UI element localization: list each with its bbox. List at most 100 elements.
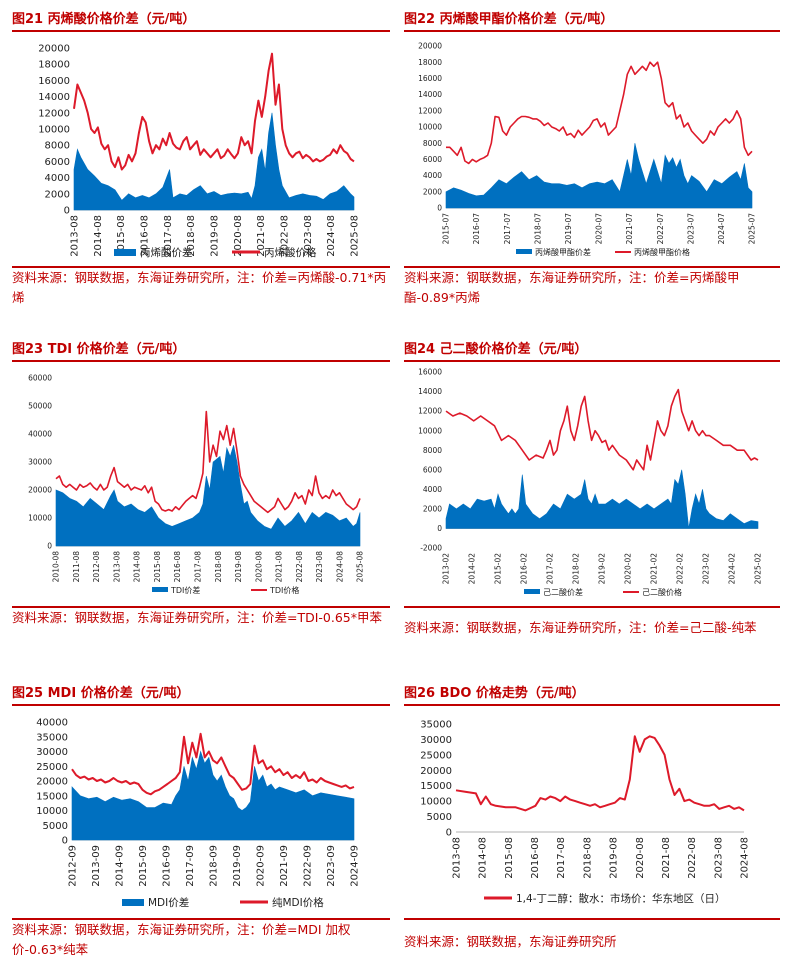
y-tick-label: 6000: [45, 157, 70, 168]
x-tick-label: 2022-09: [303, 845, 314, 887]
y-tick-label: 16000: [418, 368, 442, 377]
chart-panel-fig24: 图24 己二酸价格价差（元/吨） -2000 0 2000 4000 6000 8000 1…: [404, 338, 780, 658]
x-tick-label: 2022-02: [676, 553, 685, 585]
x-tick-label: 2016-09: [162, 845, 173, 887]
chart-title: 图23 TDI 价格价差（元/吨）: [12, 342, 186, 357]
x-tick-label: 2018-08: [186, 215, 197, 257]
x-tick-label: 2015-02: [494, 553, 503, 585]
legend-swatch-area: [516, 249, 532, 254]
title-rule: [12, 704, 390, 706]
y-tick-label: 10000: [28, 514, 52, 523]
x-tick-label: 2025-02: [754, 553, 763, 585]
legend-label: 己二酸价差: [543, 587, 583, 597]
y-tick-label: 6000: [423, 155, 442, 164]
y-tick-label: 40000: [36, 718, 68, 729]
series-line-1: [55, 410, 361, 514]
y-tick-label: 0: [437, 204, 442, 213]
y-tick-label: 8000: [45, 141, 70, 152]
x-tick-label: 2015-09: [138, 845, 149, 887]
x-tick-label: 2023-08: [315, 551, 324, 583]
title-rule: [404, 704, 780, 706]
y-tick-label: 0: [47, 542, 52, 551]
x-tick-label: 2011-08: [72, 551, 81, 583]
x-tick-label: 2018-09: [209, 845, 220, 887]
x-tick-label: 2016-08: [173, 551, 182, 583]
y-tick-label: 60000: [28, 374, 52, 383]
chart-fig26: 0 5000 10000 15000 20000 25000 30000 35000 2013-…: [420, 720, 750, 906]
x-tick-label: 2020-09: [256, 845, 267, 887]
x-tick-label: 2025-08: [356, 551, 365, 583]
legend-label: 丙烯酸甲酯价差: [535, 247, 591, 257]
series-area-0: [71, 750, 355, 841]
y-tick-label: 2000: [423, 187, 442, 196]
y-tick-label: 10000: [420, 797, 452, 808]
y-tick-label: 35000: [36, 732, 68, 743]
chart-title: 图21 丙烯酸价格价差（元/吨）: [12, 12, 196, 27]
source-rule: [404, 606, 780, 608]
y-tick-label: -2000: [420, 544, 442, 553]
y-tick-label: 20000: [28, 486, 52, 495]
chart-title: 图25 MDI 价格价差（元/吨）: [12, 686, 190, 701]
chart-source: 资料来源：钢联数据，东海证券研究所: [404, 934, 617, 949]
y-tick-label: 2000: [45, 189, 70, 200]
y-tick-label: 20000: [418, 42, 442, 51]
x-tick-label: 2010-08: [52, 551, 61, 583]
y-tick-label: 4000: [423, 485, 442, 494]
y-tick-label: 20000: [38, 44, 70, 55]
x-tick-label: 2019-07: [564, 213, 573, 245]
x-tick-label: 2015-08: [116, 215, 127, 257]
series-area-0: [445, 143, 753, 209]
x-tick-label: 2018-08: [214, 551, 223, 583]
legend-label: 丙烯酸甲酯价格: [634, 247, 690, 257]
x-tick-label: 2020-07: [595, 213, 604, 245]
legend-swatch-area: [152, 587, 168, 592]
y-tick-label: 8000: [423, 139, 442, 148]
legend-label: MDI价差: [148, 896, 189, 909]
y-tick-label: 12000: [38, 108, 70, 119]
legend-label: TDI价格: [269, 585, 299, 595]
y-tick-label: 0: [437, 524, 442, 533]
source-rule: [12, 918, 390, 920]
x-tick-label: 2017-09: [185, 845, 196, 887]
y-tick-label: 35000: [420, 720, 452, 731]
y-tick-label: 15000: [36, 791, 68, 802]
chart-fig22: 0 2000 4000 6000 8000 10000 12000 14000 16000 180…: [418, 42, 756, 257]
y-tick-label: 0: [62, 836, 68, 847]
x-tick-label: 2025-08: [350, 215, 361, 257]
x-tick-label: 2013-08: [112, 551, 121, 583]
y-tick-label: 0: [64, 206, 70, 217]
y-tick-label: 5000: [427, 812, 452, 823]
x-tick-label: 2017-08: [163, 215, 174, 257]
y-tick-label: 10000: [38, 125, 70, 136]
x-tick-label: 2015-08: [504, 837, 515, 879]
legend-swatch-area: [524, 589, 540, 594]
x-tick-label: 2020-02: [624, 553, 633, 585]
x-tick-label: 2021-02: [650, 553, 659, 585]
x-tick-label: 2019-08: [234, 551, 243, 583]
x-tick-label: 2012-08: [92, 551, 101, 583]
y-tick-label: 14000: [38, 92, 70, 103]
series-line-1: [71, 732, 355, 796]
x-tick-label: 2017-08: [193, 551, 202, 583]
y-tick-label: 25000: [36, 762, 68, 773]
x-tick-label: 2016-02: [520, 553, 529, 585]
chart-title: 图24 己二酸价格价差（元/吨）: [404, 342, 588, 357]
x-tick-label: 2023-07: [686, 213, 695, 245]
x-tick-label: 2024-09: [350, 845, 361, 887]
x-tick-label: 2013-09: [91, 845, 102, 887]
x-tick-label: 2024-07: [717, 213, 726, 245]
x-tick-label: 2023-09: [326, 845, 337, 887]
x-tick-label: 2014-08: [93, 215, 104, 257]
y-tick-label: 18000: [38, 60, 70, 71]
x-tick-label: 2022-08: [295, 551, 304, 583]
legend-swatch-area: [122, 899, 144, 906]
y-tick-label: 25000: [420, 750, 452, 761]
series-line-1: [73, 52, 355, 171]
chart-panel-fig25: 图25 MDI 价格价差（元/吨） 0 5000 10000 15000 20000 25…: [12, 682, 390, 966]
x-tick-label: 2017-02: [546, 553, 555, 585]
y-tick-label: 14000: [418, 90, 442, 99]
legend-swatch-area: [114, 249, 136, 256]
y-tick-label: 15000: [420, 781, 452, 792]
x-tick-label: 2019-08: [210, 215, 221, 257]
y-tick-label: 10000: [418, 426, 442, 435]
